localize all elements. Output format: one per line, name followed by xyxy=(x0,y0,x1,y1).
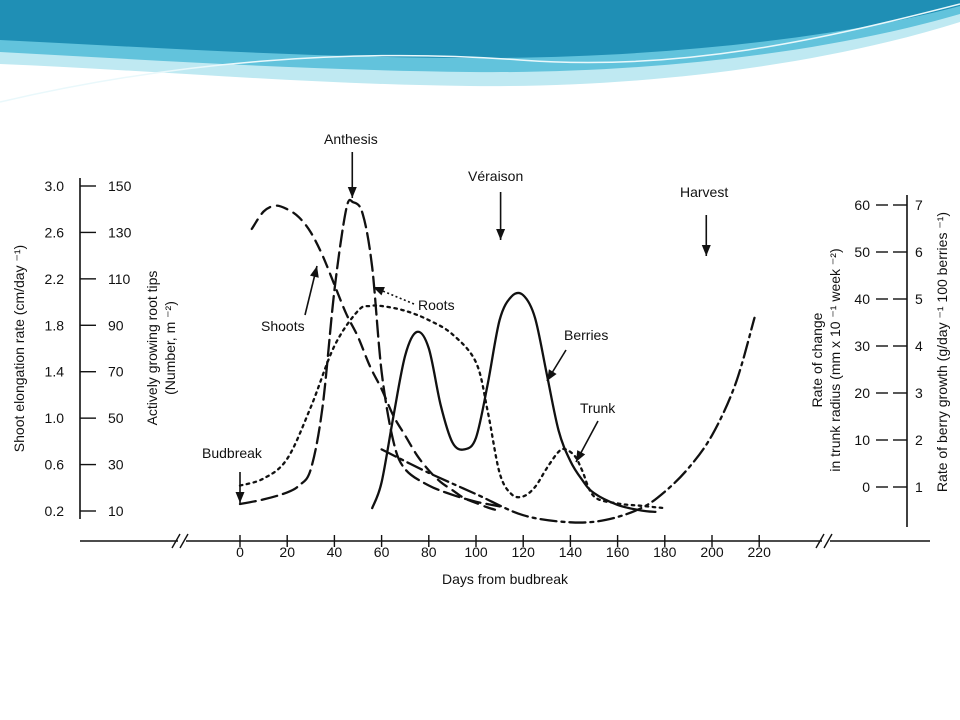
curves xyxy=(238,198,756,524)
right-axis-2-tick-label: 5 xyxy=(915,291,923,307)
veraison-arrow-head xyxy=(496,229,506,240)
left-axis-2-tick-label: 30 xyxy=(108,457,124,473)
left-axis-1-tick-label: 1.0 xyxy=(45,410,65,426)
veraison-label: Véraison xyxy=(468,168,523,184)
header-wave-dark xyxy=(0,0,960,58)
x-axis-break-mark xyxy=(823,533,833,549)
harvest-arrow-head xyxy=(701,245,711,256)
right-axis-2-tick-label: 3 xyxy=(915,385,923,401)
left-axis-2-tick-label: 10 xyxy=(108,503,124,519)
x-axis-break-mark xyxy=(179,533,189,549)
x-tick-label: 180 xyxy=(653,544,677,560)
x-tick-label: 220 xyxy=(748,544,772,560)
series-line-roots xyxy=(238,198,501,508)
harvest-label: Harvest xyxy=(680,184,728,200)
left-axis-1-tick-label: 2.6 xyxy=(45,224,65,240)
right-axis-1-tick-label: 40 xyxy=(854,291,870,307)
x-tick-label: 160 xyxy=(606,544,630,560)
roots-leader-head xyxy=(373,287,385,296)
x-tick-label: 0 xyxy=(236,544,244,560)
x-axis-title: Days from budbreak xyxy=(442,571,569,587)
left-axis-2-subtitle: (Number, m ⁻²) xyxy=(162,301,178,395)
x-axis-break-mark xyxy=(171,533,181,549)
budbreak-arrow-head xyxy=(235,492,245,503)
right-axis-1-subtitle: in trunk radius (mm x 10 ⁻¹ week ⁻²) xyxy=(827,248,843,471)
right-axis-2-tick-label: 7 xyxy=(915,197,923,213)
right-axis-1-tick-label: 50 xyxy=(854,244,870,260)
x-tick-label: 140 xyxy=(559,544,583,560)
budbreak-label: Budbreak xyxy=(202,445,263,461)
x-tick-label: 20 xyxy=(279,544,295,560)
right-axis-2-title: Rate of berry growth (g/day ⁻¹ 100 berri… xyxy=(934,212,950,492)
left-axis-1-tick-label: 2.2 xyxy=(45,271,65,287)
x-tick-label: 120 xyxy=(512,544,536,560)
right-axis-2-tick-label: 2 xyxy=(915,432,923,448)
trunk-label: Trunk xyxy=(580,400,616,416)
left-axis-2-tick-label: 130 xyxy=(108,224,132,240)
left-axis-2-tick-label: 150 xyxy=(108,178,132,194)
left-axis-1-tick-label: 0.2 xyxy=(45,503,65,519)
slide-header-banner xyxy=(0,0,960,103)
x-tick-label: 80 xyxy=(421,544,437,560)
left-axis-2-tick-label: 110 xyxy=(108,271,131,287)
right-axis-2-tick-label: 4 xyxy=(915,338,923,354)
left-axis-1-title: Shoot elongation rate (cm/day ⁻¹) xyxy=(11,245,27,452)
berries-label: Berries xyxy=(564,327,608,343)
series-line-trunk xyxy=(238,304,666,510)
left-axis-2-tick-label: 50 xyxy=(108,410,124,426)
anthesis-label: Anthesis xyxy=(324,131,378,147)
header-accent-line xyxy=(0,3,960,103)
left-axis-1-tick-label: 3.0 xyxy=(45,178,65,194)
series-line-trunk-post-v-raison xyxy=(380,316,756,524)
series-line-shoots xyxy=(250,204,501,513)
roots-label: Roots xyxy=(418,297,455,313)
shoots-label: Shoots xyxy=(261,318,305,334)
anthesis-arrow-head xyxy=(347,187,357,198)
right-axis-1-tick-label: 10 xyxy=(854,432,870,448)
annotations: Budbreak Anthesis Véraison Harvest Shoots Roo… xyxy=(202,131,728,503)
right-axis-1-tick-label: 20 xyxy=(854,385,870,401)
left-axis-1-tick-label: 1.8 xyxy=(45,317,65,333)
left-axis-2-tick-label: 90 xyxy=(108,317,124,333)
x-axis-break-mark xyxy=(815,533,825,549)
shoots-leader-head xyxy=(310,266,319,278)
right-axis-1-tick-label: 0 xyxy=(862,479,870,495)
x-tick-label: 40 xyxy=(327,544,343,560)
left-axis-1-tick-label: 0.6 xyxy=(45,457,65,473)
right-axis-1-tick-label: 60 xyxy=(854,197,870,213)
trunk-leader-head xyxy=(576,450,586,462)
series-line-berries xyxy=(371,291,657,514)
x-tick-label: 100 xyxy=(464,544,488,560)
left-axis-2-title: Actively growing root tips xyxy=(144,271,160,426)
right-axis-2-tick-label: 6 xyxy=(915,244,923,260)
x-tick-label: 200 xyxy=(700,544,724,560)
left-axis-2-tick-label: 70 xyxy=(108,364,124,380)
right-axis-1-tick-label: 30 xyxy=(854,338,870,354)
right-axis-1-title: Rate of change xyxy=(809,312,825,407)
right-axis-2-tick-label: 1 xyxy=(915,479,923,495)
x-tick-label: 60 xyxy=(374,544,390,560)
left-axis-1-tick-label: 1.4 xyxy=(45,364,65,380)
berries-leader-head xyxy=(547,369,557,381)
